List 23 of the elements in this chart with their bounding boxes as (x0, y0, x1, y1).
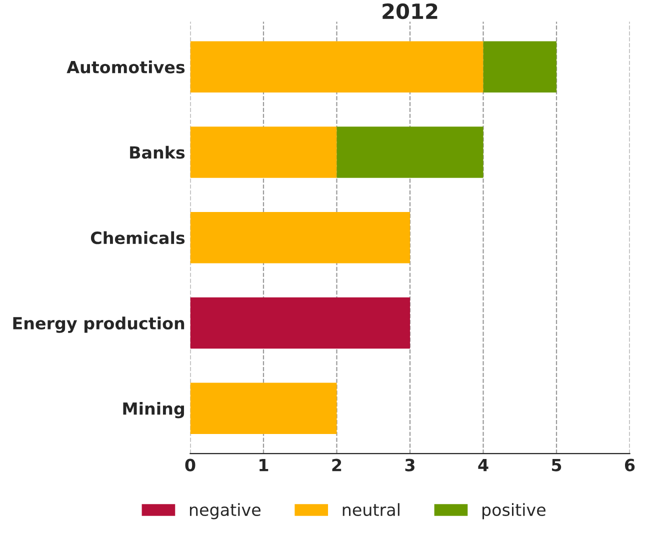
bar (190, 41, 484, 92)
bar (336, 126, 484, 178)
y-tick-label: Mining (123, 402, 184, 418)
x-tick-label: 0 (185, 458, 196, 472)
y-tick-label: Automotives (66, 60, 185, 74)
y-tick-label: Chemicals (90, 231, 185, 244)
x-tick-label: 5 (552, 458, 562, 472)
x-tick-label: 1 (260, 458, 268, 472)
bar (190, 212, 410, 264)
chart-title: 2012 (382, 3, 438, 20)
legend-label: negative (190, 503, 260, 520)
bar (190, 382, 337, 434)
bar (190, 126, 337, 178)
x-tick-label: 4 (478, 458, 488, 472)
legend-label: neutral (342, 503, 400, 516)
x-tick-label: 2 (332, 458, 342, 472)
x-tick-label: 6 (624, 458, 635, 472)
y-tick-label: Energy production (13, 316, 184, 333)
x-tick-label: 3 (405, 458, 414, 472)
y-tick-label: Banks (130, 146, 185, 159)
bar (483, 41, 557, 92)
legend-label: positive (482, 503, 546, 520)
bar (190, 297, 410, 349)
